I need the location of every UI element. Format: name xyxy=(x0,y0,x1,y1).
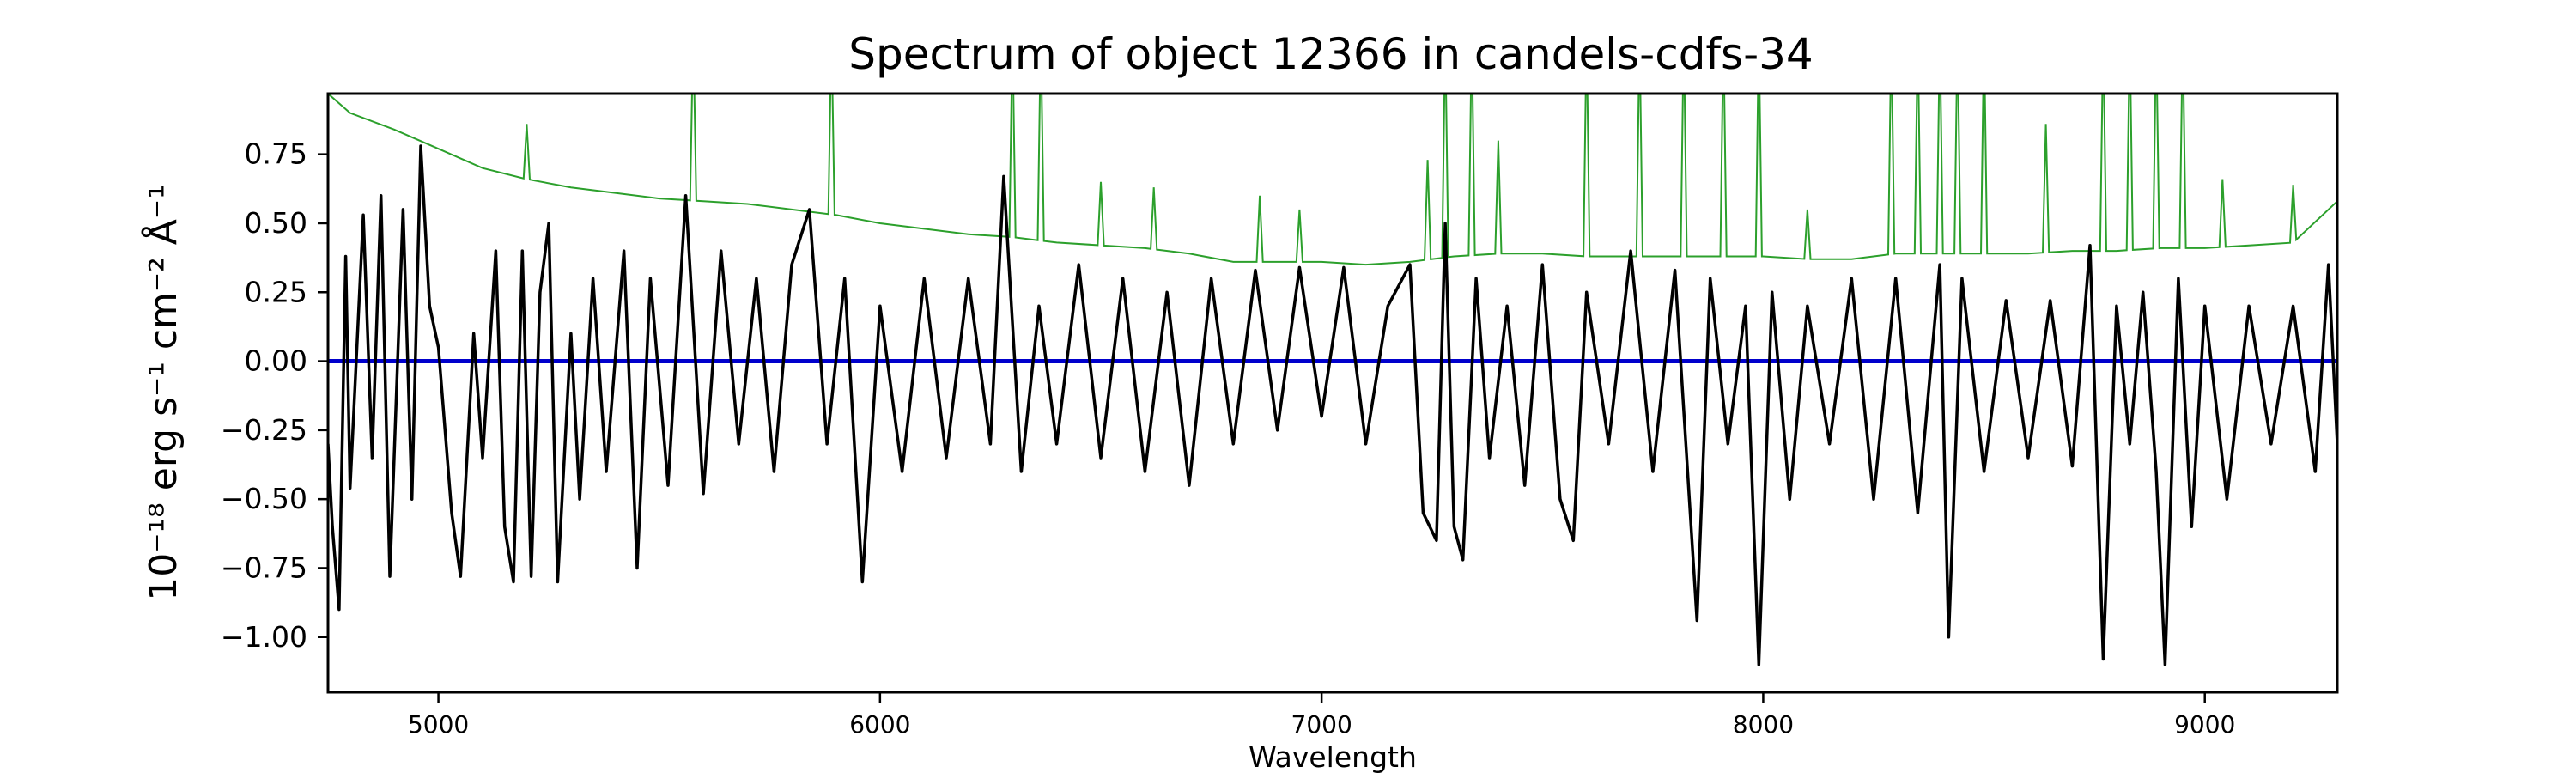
y-tick-label: 0.25 xyxy=(245,275,307,308)
series-layer xyxy=(328,94,2337,666)
y-axis-label: 10⁻¹⁸ erg s⁻¹ cm⁻² Å⁻¹ xyxy=(140,184,185,600)
x-axis: 5000 6000 7000 8000 9000 xyxy=(408,692,2235,739)
flux-spectrum-line xyxy=(328,144,2337,666)
y-tick-label: 0.50 xyxy=(245,206,307,240)
y-tick-label: −1.00 xyxy=(221,620,307,654)
x-axis-label: Wavelength xyxy=(1249,740,1417,773)
y-tick-label: −0.75 xyxy=(221,551,307,584)
y-tick-label: 0.00 xyxy=(245,344,307,378)
error-spectrum-line xyxy=(328,94,2337,266)
y-tick-label: −0.50 xyxy=(221,482,307,515)
x-tick-label: 7000 xyxy=(1291,710,1352,739)
y-tick-label: 0.75 xyxy=(245,137,307,171)
x-tick-label: 6000 xyxy=(849,710,910,739)
x-tick-label: 8000 xyxy=(1733,710,1794,739)
y-tick-label: −0.25 xyxy=(221,413,307,447)
x-tick-label: 9000 xyxy=(2174,710,2235,739)
x-tick-label: 5000 xyxy=(408,710,469,739)
plot-area-frame xyxy=(326,92,2339,694)
chart-title: Spectrum of object 12366 in candels-cdfs… xyxy=(848,29,1814,79)
y-axis: 0.75 0.50 0.25 0.00 −0.25 −0.50 −0.75 −1.00 xyxy=(221,137,328,654)
